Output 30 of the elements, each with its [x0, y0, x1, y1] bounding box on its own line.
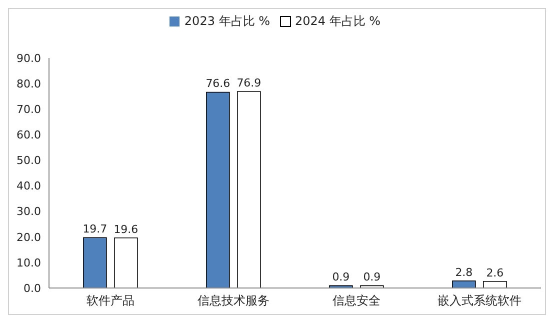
x-tick-label: 嵌入式系统软件 — [438, 294, 522, 308]
x-tick-label: 信息技术服务 — [198, 294, 270, 308]
legend-label: 2024 年占比 % — [294, 13, 381, 30]
bar — [452, 280, 476, 288]
data-label: 2.6 — [486, 266, 504, 280]
legend-label: 2023 年占比 % — [183, 13, 270, 30]
data-label: 0.9 — [332, 270, 350, 284]
bar — [483, 280, 507, 288]
y-tick-label: 40.0 — [16, 180, 41, 193]
y-tick-label: 80.0 — [16, 77, 41, 90]
bar — [83, 237, 107, 288]
y-tick-label: 60.0 — [16, 128, 41, 142]
data-label: 19.6 — [114, 222, 138, 236]
y-tick-label: 70.0 — [16, 103, 41, 116]
y-tick-label: 90.0 — [16, 52, 41, 65]
x-tick-label: 信息安全 — [332, 294, 380, 308]
bar — [206, 92, 230, 288]
data-label: 2.8 — [455, 266, 473, 279]
y-tick-label: 10.0 — [16, 256, 41, 270]
bar — [114, 238, 138, 288]
data-label: 76.6 — [206, 77, 230, 90]
data-label: 76.9 — [236, 76, 262, 90]
y-tick-label: 30.0 — [16, 205, 41, 218]
bar — [237, 91, 261, 288]
y-tick-label: 20.0 — [16, 230, 41, 244]
data-label: 19.7 — [82, 222, 108, 236]
data-label: 0.9 — [363, 270, 381, 284]
x-tick-label: 软件产品 — [86, 294, 134, 308]
y-tick-label: 50.0 — [16, 154, 41, 168]
y-tick-label: 0.0 — [24, 282, 41, 295]
